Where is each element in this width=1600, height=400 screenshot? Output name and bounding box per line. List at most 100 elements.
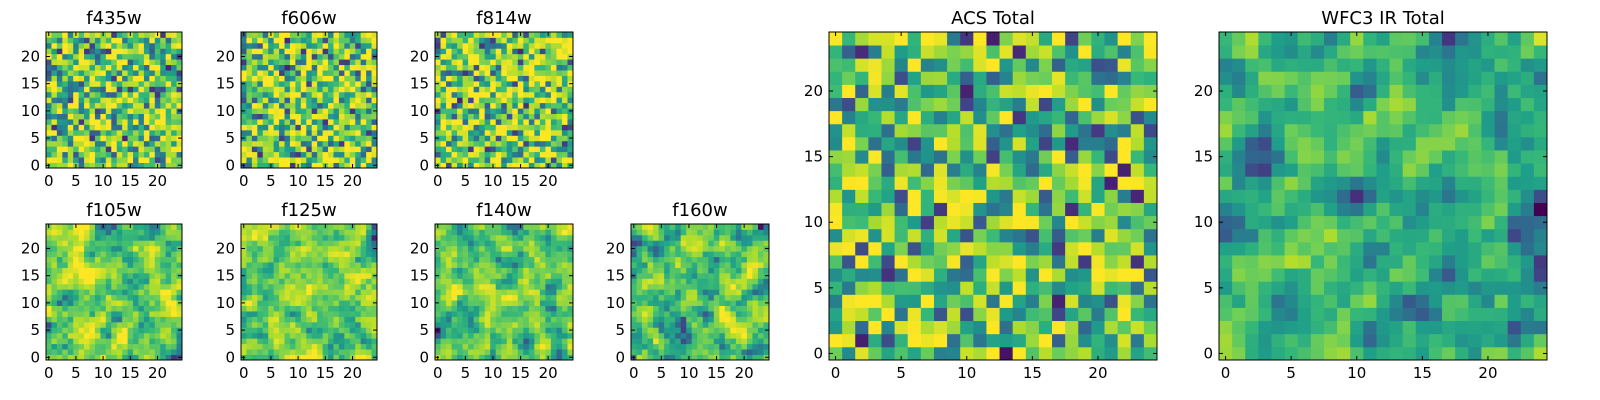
heatmap-cell — [501, 146, 508, 153]
heatmap-cell — [973, 202, 987, 217]
heatmap-cell — [317, 278, 323, 285]
heatmap-cell — [561, 102, 568, 109]
heatmap-cell — [100, 289, 107, 296]
heatmap-cell — [842, 176, 856, 190]
heatmap-cell — [868, 241, 882, 256]
heatmap-cell — [528, 256, 535, 263]
heatmap-cell — [89, 224, 96, 230]
heatmap-cell — [868, 307, 882, 322]
heatmap-cell — [273, 64, 280, 71]
heatmap-cell — [84, 338, 90, 345]
heatmap-cell — [479, 129, 486, 136]
heatmap-cell — [116, 316, 123, 323]
heatmap-cell — [251, 327, 258, 334]
heatmap-cell — [366, 91, 372, 98]
heatmap-cell — [154, 321, 161, 328]
heatmap-cell — [160, 129, 167, 136]
heatmap-cell — [138, 343, 145, 350]
heatmap-cell — [653, 343, 659, 350]
heatmap-cell — [116, 311, 123, 317]
heatmap-cell — [506, 332, 513, 339]
heatmap-cell — [111, 162, 118, 169]
heatmap-cell — [1078, 294, 1092, 308]
heatmap-cell — [933, 268, 948, 282]
heatmap-cell — [317, 70, 323, 76]
heatmap-cell — [462, 240, 469, 247]
heatmap-cell — [273, 80, 280, 87]
heatmap-cell — [67, 272, 74, 279]
heatmap-cell — [143, 157, 150, 163]
heatmap-cell — [435, 140, 441, 147]
heatmap-cell — [435, 129, 441, 136]
heatmap-cell — [122, 59, 128, 66]
heatmap-cell — [143, 135, 150, 142]
heatmap-cell — [366, 343, 372, 350]
heatmap-cell — [333, 305, 340, 312]
heatmap-cell — [512, 91, 519, 98]
heatmap-cell — [279, 53, 285, 60]
heatmap-cell — [686, 311, 693, 317]
heatmap-cell — [51, 354, 58, 361]
heatmap-cell — [154, 343, 161, 350]
heatmap-cell — [338, 327, 345, 334]
heatmap-cell — [440, 97, 447, 104]
heatmap-cell — [691, 278, 698, 285]
heatmap-cell — [724, 283, 731, 290]
heatmap-cell — [735, 240, 742, 247]
heatmap-cell — [724, 240, 731, 247]
heatmap-cell — [550, 151, 557, 158]
heatmap-cell — [138, 113, 145, 120]
heatmap-cell — [719, 256, 726, 263]
heatmap-cell — [545, 349, 552, 355]
heatmap-cell — [539, 42, 546, 49]
heatmap-cell — [556, 140, 563, 147]
heatmap-cell — [251, 354, 258, 361]
heatmap-cell — [100, 300, 107, 306]
heatmap-cell — [506, 113, 513, 120]
heatmap-cell — [344, 332, 351, 339]
heatmap-cell — [78, 162, 85, 169]
heatmap-cell — [73, 332, 80, 339]
heatmap-cell — [1104, 294, 1119, 308]
heatmap-cell — [1038, 176, 1053, 190]
heatmap-cell — [366, 53, 372, 60]
heatmap-cell — [289, 321, 296, 328]
heatmap-cell — [176, 124, 183, 131]
heatmap-cell — [545, 289, 552, 296]
heatmap-cell — [653, 300, 659, 306]
heatmap-cell — [246, 311, 253, 317]
heatmap-cell — [680, 311, 687, 317]
heatmap-cell — [561, 316, 568, 323]
heatmap-cell — [279, 311, 285, 317]
heatmap-cell — [300, 108, 307, 114]
heatmap-cell — [653, 338, 659, 345]
heatmap-cell — [67, 349, 74, 355]
heatmap-cell — [160, 59, 167, 66]
heatmap-cell — [567, 97, 574, 104]
heatmap-cell — [111, 48, 118, 55]
heatmap-cell — [165, 332, 172, 339]
heatmap-cell — [1130, 215, 1145, 230]
heatmap-cell — [73, 262, 80, 268]
heatmap-cell — [473, 59, 480, 66]
heatmap-cell — [868, 268, 882, 282]
heatmap-cell — [947, 215, 961, 230]
heatmap-cell — [116, 321, 123, 328]
axes-frame — [630, 223, 770, 361]
heatmap-cell — [295, 64, 302, 71]
heatmap-cell — [752, 272, 759, 279]
heatmap-cell — [512, 124, 519, 131]
heatmap-cell — [724, 311, 731, 317]
heatmap-cell — [289, 151, 296, 158]
heatmap-cell — [333, 53, 340, 60]
heatmap-cell — [1052, 255, 1066, 269]
heatmap-cell — [752, 311, 759, 317]
heatmap-cell — [561, 311, 568, 317]
heatmap-cell — [160, 91, 167, 98]
heatmap-cell — [512, 113, 519, 120]
heatmap-cell — [653, 251, 659, 258]
heatmap-cell — [176, 332, 183, 339]
heatmap-cell — [741, 338, 748, 345]
heatmap-cell — [947, 241, 961, 256]
heatmap-cell — [647, 354, 654, 361]
